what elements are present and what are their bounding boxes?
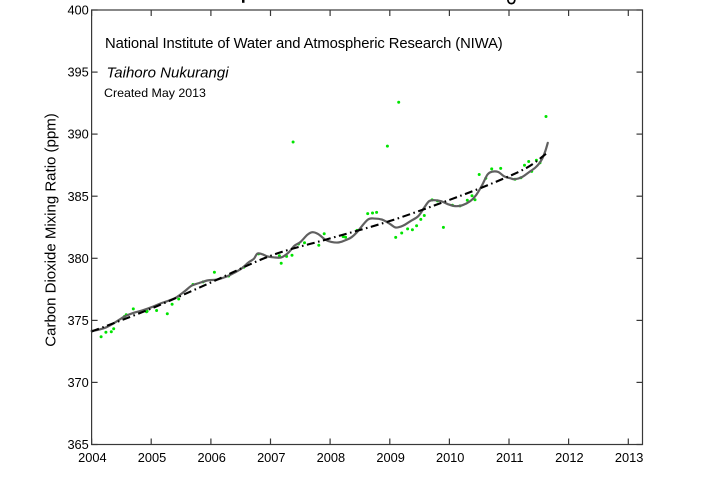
svg-text:2009: 2009 [376,450,404,465]
svg-text:2012: 2012 [555,450,583,465]
svg-text:2004: 2004 [78,450,106,465]
svg-text:395: 395 [67,65,88,80]
svg-text:2005: 2005 [138,450,166,465]
svg-text:385: 385 [67,189,88,204]
svg-text:380: 380 [67,251,88,266]
svg-text:Taihoro Nukurangi: Taihoro Nukurangi [107,64,230,81]
svg-text:370: 370 [67,375,88,390]
svg-text:390: 390 [67,127,88,142]
svg-text:Carbon Dioxide Mixing Ratio (p: Carbon Dioxide Mixing Ratio (ppm) [43,113,60,346]
svg-text:2008: 2008 [317,450,345,465]
svg-text:2013: 2013 [615,450,643,465]
svg-text:2010: 2010 [436,450,464,465]
svg-text:2006: 2006 [197,450,225,465]
svg-text:365: 365 [67,437,88,452]
svg-text:2011: 2011 [496,450,524,465]
svg-text:400: 400 [67,3,88,18]
svg-text:National Institute of Water an: National Institute of Water and Atmosphe… [105,36,503,52]
svg-text:Created May 2013: Created May 2013 [104,86,206,100]
svg-text:2007: 2007 [257,450,285,465]
svg-text:375: 375 [67,313,88,328]
